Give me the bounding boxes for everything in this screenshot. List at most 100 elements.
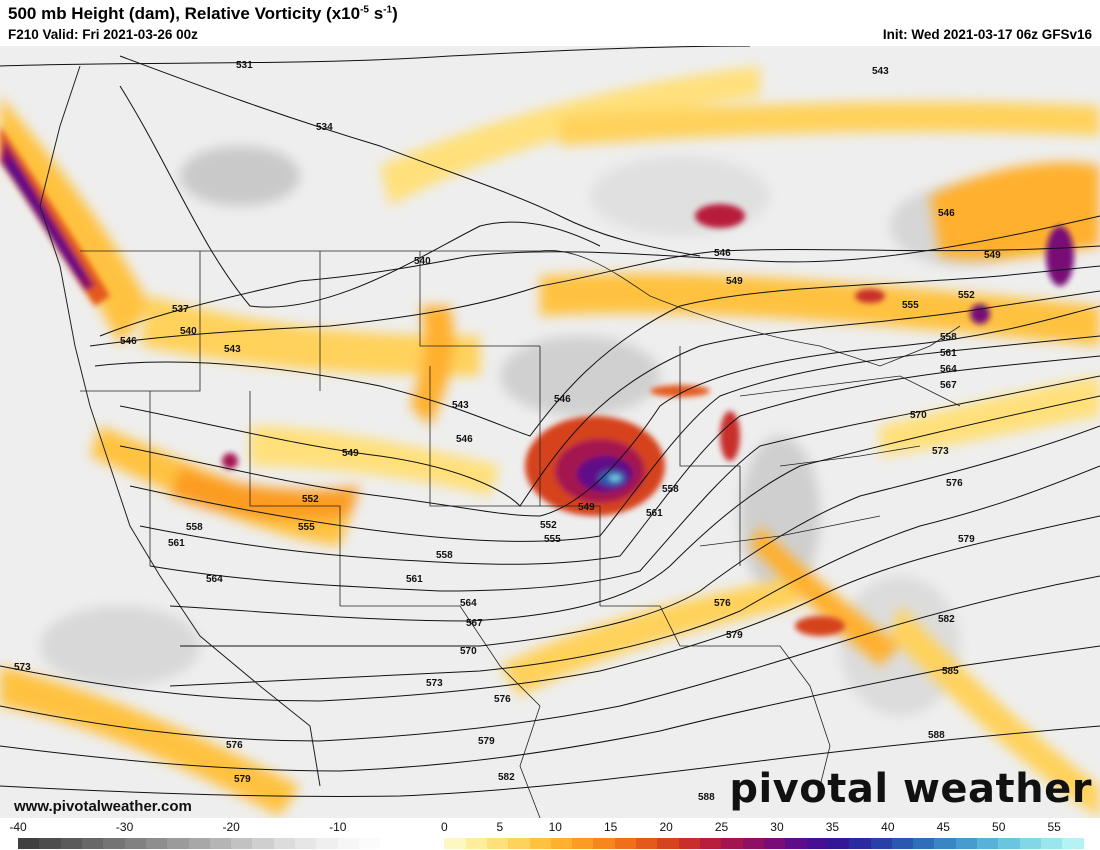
contour-label: 546 bbox=[456, 434, 473, 445]
height-contours bbox=[0, 46, 1100, 798]
contour-label: 561 bbox=[168, 538, 185, 549]
contour-label: 561 bbox=[406, 574, 423, 585]
colorbar-swatch bbox=[103, 838, 125, 849]
contour-label: 561 bbox=[940, 348, 957, 359]
contour-label: 570 bbox=[460, 646, 477, 657]
contour-label: 558 bbox=[436, 550, 453, 561]
contour-label: 549 bbox=[726, 276, 743, 287]
colorbar-swatch bbox=[934, 838, 956, 849]
colorbar-swatch bbox=[763, 838, 786, 849]
contour-label: 582 bbox=[498, 772, 515, 783]
contour-label: 576 bbox=[946, 478, 963, 489]
colorbar-swatch bbox=[721, 838, 743, 849]
colorbar-swatch bbox=[231, 838, 253, 849]
colorbar-swatch bbox=[508, 838, 530, 849]
colorbar-label: -20 bbox=[222, 820, 240, 834]
contour-label: 546 bbox=[938, 208, 955, 219]
colorbar-swatch bbox=[572, 838, 594, 849]
contour-label: 576 bbox=[494, 694, 511, 705]
contour-label: 555 bbox=[902, 300, 919, 311]
contour-label: 579 bbox=[478, 736, 495, 747]
colorbar-swatch bbox=[657, 838, 679, 849]
init-time: Init: Wed 2021-03-17 06z GFSv16 bbox=[882, 27, 1092, 42]
colorbar-label: 55 bbox=[1047, 820, 1061, 834]
contour-label: 579 bbox=[234, 774, 251, 785]
colorbar-label: 25 bbox=[714, 820, 729, 834]
colorbar-swatch bbox=[550, 838, 573, 849]
colorbar: -40 -30 -20 -10 0 5 10 15 20 25 30 35 40 45 50 55 bbox=[0, 818, 1100, 850]
weather-map[interactable]: 531 534 537 540 540 543 543 543 546 546 … bbox=[0, 46, 1100, 818]
colorbar-swatch bbox=[955, 838, 978, 849]
colorbar-label: 45 bbox=[936, 820, 950, 834]
contour-label: 585 bbox=[942, 666, 959, 677]
colorbar-swatch bbox=[167, 838, 189, 849]
strong-vorticity-cores bbox=[0, 126, 1074, 636]
colorbar-swatch bbox=[785, 838, 807, 849]
contour-label: 564 bbox=[206, 574, 223, 585]
colorbar-label: 0 bbox=[441, 820, 448, 834]
colorbar-swatch bbox=[465, 838, 487, 849]
colorbar-swatch bbox=[977, 838, 999, 849]
contour-labels: 531 534 537 540 540 543 543 543 546 546 … bbox=[14, 60, 1001, 803]
contour-label: 573 bbox=[932, 446, 949, 457]
colorbar-label: 20 bbox=[659, 820, 673, 834]
contour-label: 543 bbox=[452, 400, 469, 411]
colorbar-swatch bbox=[359, 838, 381, 849]
colorbar-label: 50 bbox=[992, 820, 1006, 834]
contour-label: 552 bbox=[302, 494, 319, 505]
contour-label: 543 bbox=[224, 344, 241, 355]
colorbar-swatch bbox=[486, 838, 509, 849]
contour-label: 567 bbox=[466, 618, 483, 629]
contour-label: 567 bbox=[940, 380, 957, 391]
colorbar-label: 35 bbox=[825, 820, 840, 834]
contour-label: 549 bbox=[578, 502, 595, 513]
contour-label: 534 bbox=[316, 122, 333, 133]
colorbar-label: 5 bbox=[496, 820, 504, 834]
contour-label: 570 bbox=[910, 410, 927, 421]
colorbar-swatch bbox=[252, 838, 274, 849]
contour-label: 588 bbox=[928, 730, 945, 741]
colorbar-swatch bbox=[806, 838, 828, 849]
colorbar-swatch bbox=[209, 838, 232, 849]
contour-label: 552 bbox=[958, 290, 975, 301]
contour-label: 546 bbox=[714, 248, 731, 259]
contour-label: 558 bbox=[940, 332, 957, 343]
colorbar-swatch bbox=[891, 838, 914, 849]
colorbar-swatch bbox=[614, 838, 637, 849]
colorbar-swatch bbox=[337, 838, 359, 849]
geographic-borders bbox=[39, 65, 961, 818]
header: 500 mb Height (dam), Relative Vorticity … bbox=[0, 0, 1100, 46]
colorbar-swatch bbox=[636, 838, 658, 849]
colorbar-swatch bbox=[188, 838, 210, 849]
contour-label: 573 bbox=[426, 678, 443, 689]
contour-label: 588 bbox=[698, 792, 715, 803]
contour-label: 540 bbox=[180, 326, 197, 337]
contour-label: 555 bbox=[544, 534, 561, 545]
colorbar-swatch bbox=[124, 838, 146, 849]
website-credit: www.pivotalweather.com bbox=[14, 798, 192, 815]
contour-label: 540 bbox=[414, 256, 431, 267]
colorbar-label: 40 bbox=[881, 820, 895, 834]
colorbar-label: -30 bbox=[115, 820, 134, 834]
colorbar-swatch bbox=[849, 838, 871, 849]
colorbar-swatch bbox=[81, 838, 104, 849]
colorbar-swatch bbox=[273, 838, 296, 849]
colorbar-swatch bbox=[1041, 838, 1063, 849]
map-canvas: 531 534 537 540 540 543 543 543 546 546 … bbox=[0, 46, 1100, 818]
colorbar-label: -40 bbox=[9, 820, 27, 834]
contour-label: 576 bbox=[714, 598, 731, 609]
contour-label: 573 bbox=[14, 662, 31, 673]
colorbar-swatch bbox=[913, 838, 935, 849]
contour-label: 546 bbox=[554, 394, 571, 405]
contour-label: 549 bbox=[984, 250, 1001, 261]
positive-vorticity-field bbox=[0, 66, 1100, 818]
contour-label: 579 bbox=[958, 534, 975, 545]
colorbar-swatches bbox=[18, 838, 1084, 849]
colorbar-swatch bbox=[700, 838, 722, 849]
contour-label: 564 bbox=[940, 364, 957, 375]
contour-label: 561 bbox=[646, 508, 663, 519]
map-title: 500 mb Height (dam), Relative Vorticity … bbox=[8, 4, 398, 23]
colorbar-label: 15 bbox=[604, 820, 618, 834]
colorbar-swatch bbox=[678, 838, 700, 849]
contour-label: 549 bbox=[342, 448, 359, 459]
